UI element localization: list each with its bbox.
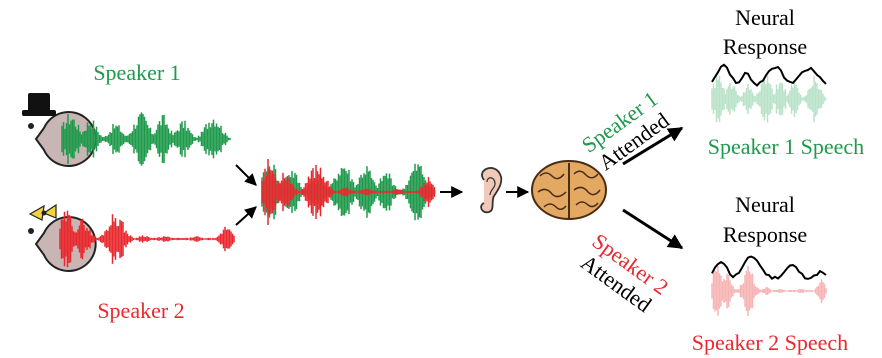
output1-caption: Speaker 1 Speech: [708, 134, 864, 159]
speaker1-waveform: [61, 112, 231, 166]
speaker2-attended-label: Speaker 2 Attended: [576, 228, 673, 317]
speaker2-speech-waveform: [711, 265, 827, 317]
arrow-speaker2-to-mixture: [235, 206, 257, 226]
speaker2-waveform: [59, 210, 235, 268]
output1-title-line1: Neural: [735, 5, 795, 30]
speaker1-label: Speaker 1: [93, 60, 180, 85]
arrow-brain-to-speaker1-output: [622, 126, 684, 166]
mixture-waveform: [261, 158, 436, 226]
output2-title-line2: Response: [723, 222, 807, 247]
output2-title-line1: Neural: [735, 192, 795, 217]
speaker1-speech-waveform: [711, 75, 827, 123]
arrow-brain-to-speaker2-output: [622, 208, 684, 250]
speaker2-label: Speaker 2: [97, 298, 184, 323]
output2-caption: Speaker 2 Speech: [692, 330, 848, 355]
brain-icon: [531, 160, 607, 220]
arrow-speaker1-to-mixture: [235, 164, 257, 186]
speaker2-neural-response-trace: [711, 255, 827, 281]
output1-title-line2: Response: [723, 34, 807, 59]
speaker1-avatar-icon: [22, 93, 97, 167]
ear-icon: [480, 167, 503, 214]
speaker1-neural-response-trace: [711, 63, 827, 87]
